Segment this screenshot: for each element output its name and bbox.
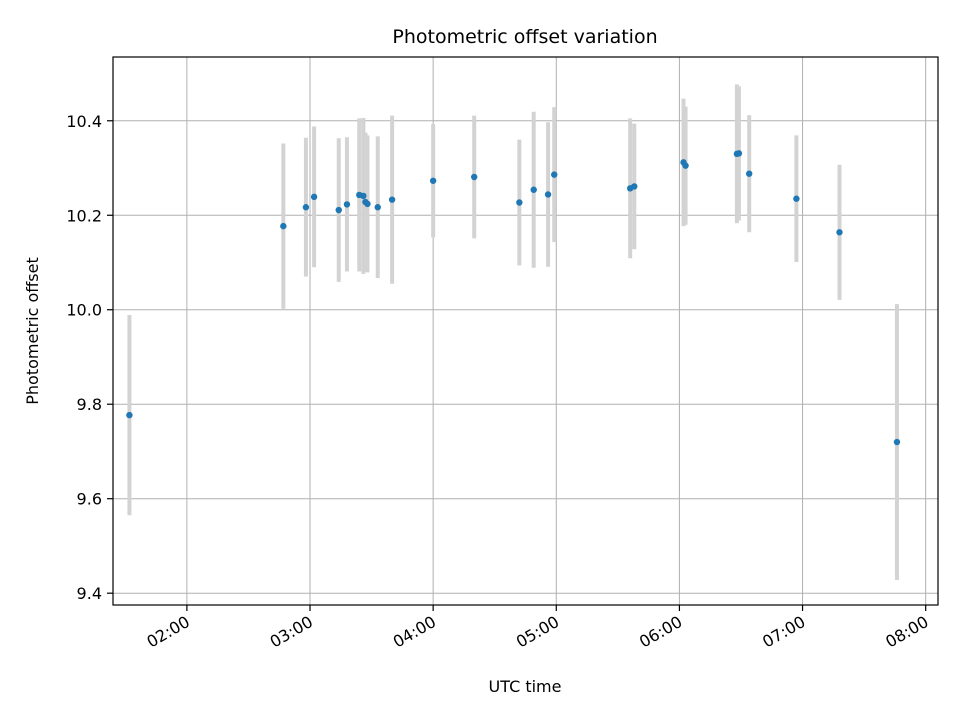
data-point — [429, 177, 437, 184]
chart-title: Photometric offset variation — [392, 26, 657, 48]
data-point — [631, 183, 638, 190]
data-point — [302, 204, 310, 211]
y-tick-label: 10.4 — [66, 112, 102, 131]
data-point — [374, 204, 381, 211]
plot-area — [113, 57, 938, 605]
y-tick-label: 9.4 — [77, 584, 102, 603]
data-point — [310, 193, 318, 201]
data-point — [745, 170, 753, 177]
data-point — [516, 199, 523, 206]
data-point — [126, 411, 133, 419]
data-point — [360, 192, 367, 200]
data-point — [836, 229, 843, 236]
data-points — [126, 150, 901, 446]
data-point — [682, 162, 689, 169]
data-point — [793, 195, 800, 202]
data-point — [335, 206, 342, 214]
y-tick-label: 9.6 — [77, 490, 102, 509]
y-tick-label: 10.2 — [66, 206, 102, 225]
y-tick-label: 9.8 — [77, 395, 102, 414]
data-point — [544, 191, 552, 198]
data-point — [470, 173, 478, 181]
y-axis-title: Photometric offset — [23, 257, 42, 405]
data-point — [364, 200, 371, 208]
data-point — [343, 201, 351, 208]
y-tick-label: 10.0 — [66, 301, 102, 320]
x-axis-title: UTC time — [489, 677, 562, 696]
data-point — [735, 150, 743, 157]
plot-frame — [112, 56, 939, 606]
data-point — [388, 196, 396, 203]
data-point — [280, 222, 287, 230]
y-axis-ticks: 9.4 9.6 9.8 10.0 10.2 10.4 — [66, 112, 113, 603]
data-point — [551, 171, 558, 178]
data-point — [530, 186, 537, 193]
data-point — [893, 438, 901, 446]
